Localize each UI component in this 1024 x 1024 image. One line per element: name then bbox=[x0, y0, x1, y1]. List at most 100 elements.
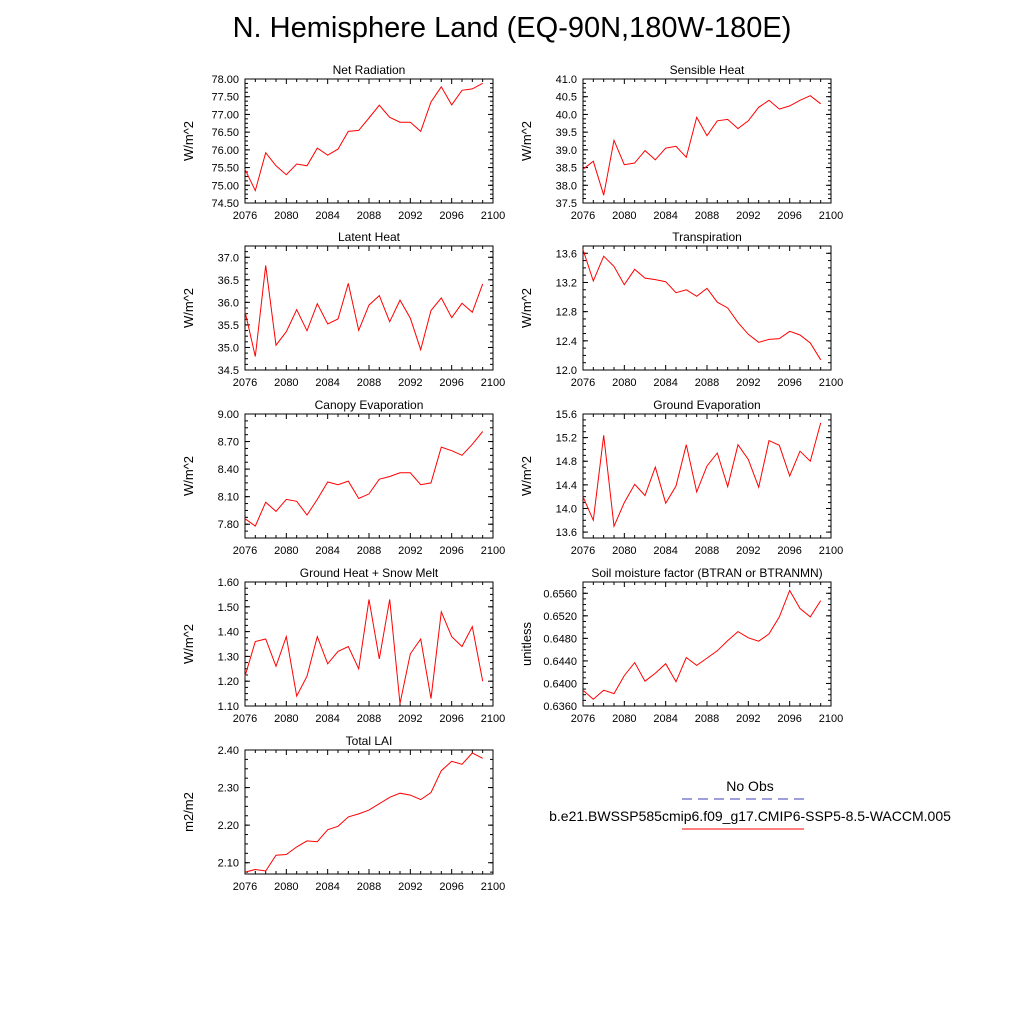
y-tick-label: 2.30 bbox=[218, 783, 239, 795]
x-tick-label: 2076 bbox=[233, 545, 257, 557]
x-tick-label: 2088 bbox=[357, 545, 381, 557]
x-tick-label: 2096 bbox=[777, 713, 801, 725]
y-axis-label: m2/m2 bbox=[181, 792, 196, 832]
x-tick-label: 2084 bbox=[315, 545, 339, 557]
x-tick-label: 2100 bbox=[819, 377, 843, 389]
y-tick-label: 14.8 bbox=[556, 456, 577, 468]
x-tick-label: 2092 bbox=[736, 210, 760, 222]
x-tick-label: 2088 bbox=[357, 210, 381, 222]
y-axis-label: W/m^2 bbox=[181, 624, 196, 664]
y-tick-label: 8.40 bbox=[218, 464, 239, 476]
y-tick-label: 74.50 bbox=[211, 198, 239, 210]
x-tick-label: 2084 bbox=[315, 713, 339, 725]
panel-frame bbox=[582, 581, 832, 707]
y-tick-label: 13.6 bbox=[556, 248, 577, 260]
x-tick-label: 2100 bbox=[481, 377, 505, 389]
x-tick-label: 2096 bbox=[439, 545, 463, 557]
x-tick-label: 2084 bbox=[653, 377, 677, 389]
y-tick-label: 0.6560 bbox=[543, 588, 577, 600]
x-tick-label: 2096 bbox=[439, 377, 463, 389]
y-tick-label: 12.8 bbox=[556, 307, 577, 319]
x-tick-label: 2088 bbox=[695, 545, 719, 557]
x-tick-label: 2080 bbox=[612, 377, 636, 389]
x-tick-label: 2088 bbox=[357, 377, 381, 389]
y-tick-label: 9.00 bbox=[218, 409, 239, 421]
x-tick-label: 2100 bbox=[819, 713, 843, 725]
series-line bbox=[244, 265, 484, 357]
series-line bbox=[244, 431, 484, 527]
panel-title: Ground Heat + Snow Melt bbox=[300, 566, 439, 580]
x-tick-label: 2088 bbox=[695, 377, 719, 389]
y-tick-label: 1.10 bbox=[218, 701, 239, 713]
y-tick-label: 76.50 bbox=[211, 127, 239, 139]
x-tick-label: 2084 bbox=[315, 377, 339, 389]
y-axis-label: W/m^2 bbox=[519, 456, 534, 496]
x-tick-label: 2092 bbox=[398, 881, 422, 893]
y-tick-label: 35.5 bbox=[218, 320, 239, 332]
y-tick-label: 13.2 bbox=[556, 277, 577, 289]
legend-model-label: b.e21.BWSSP585cmip6.f09_g17.CMIP6-SSP5-8… bbox=[549, 808, 951, 824]
y-axis-label: W/m^2 bbox=[519, 288, 534, 328]
y-tick-label: 40.5 bbox=[556, 92, 577, 104]
series-line bbox=[582, 422, 822, 529]
y-tick-label: 34.5 bbox=[218, 365, 239, 377]
x-tick-label: 2080 bbox=[612, 545, 636, 557]
x-tick-label: 2096 bbox=[439, 713, 463, 725]
y-tick-label: 2.40 bbox=[218, 745, 239, 757]
legend-obs-line bbox=[682, 798, 804, 800]
y-tick-label: 39.0 bbox=[556, 145, 577, 157]
y-tick-label: 75.50 bbox=[211, 163, 239, 175]
panel-title: Ground Evaporation bbox=[653, 398, 760, 412]
series-line bbox=[582, 249, 822, 361]
x-tick-label: 2076 bbox=[233, 881, 257, 893]
x-tick-label: 2100 bbox=[819, 210, 843, 222]
y-tick-label: 14.0 bbox=[556, 503, 577, 515]
x-tick-label: 2084 bbox=[653, 210, 677, 222]
x-tick-label: 2080 bbox=[612, 713, 636, 725]
y-tick-label: 0.6480 bbox=[543, 633, 577, 645]
y-tick-label: 8.70 bbox=[218, 437, 239, 449]
x-tick-label: 2092 bbox=[398, 377, 422, 389]
series-line bbox=[582, 589, 822, 700]
y-axis-label: unitless bbox=[519, 621, 534, 666]
series-line bbox=[244, 82, 483, 193]
legend-obs-label: No Obs bbox=[726, 778, 774, 794]
panel-title: Net Radiation bbox=[333, 63, 406, 77]
x-tick-label: 2084 bbox=[315, 881, 339, 893]
x-tick-label: 2084 bbox=[315, 210, 339, 222]
panel-frame bbox=[244, 245, 494, 371]
x-tick-label: 2092 bbox=[398, 713, 422, 725]
panel-title: Soil moisture factor (BTRAN or BTRANMN) bbox=[591, 566, 822, 580]
y-tick-label: 12.0 bbox=[556, 365, 577, 377]
x-tick-label: 2080 bbox=[274, 210, 298, 222]
legend-model-line bbox=[682, 828, 804, 830]
y-tick-label: 1.30 bbox=[218, 651, 239, 663]
x-tick-label: 2076 bbox=[571, 713, 595, 725]
x-tick-label: 2076 bbox=[233, 210, 257, 222]
panel-title: Transpiration bbox=[672, 230, 742, 244]
y-tick-label: 8.10 bbox=[218, 492, 239, 504]
x-tick-label: 2100 bbox=[481, 881, 505, 893]
y-tick-label: 1.50 bbox=[218, 602, 239, 614]
panel-frame bbox=[582, 245, 832, 371]
y-tick-label: 13.6 bbox=[556, 527, 577, 539]
panel-frame bbox=[244, 749, 494, 875]
panel-frame bbox=[244, 413, 494, 539]
y-axis-label: W/m^2 bbox=[181, 121, 196, 161]
x-tick-label: 2088 bbox=[695, 210, 719, 222]
y-tick-label: 77.00 bbox=[211, 109, 239, 121]
y-tick-label: 37.0 bbox=[218, 252, 239, 264]
y-tick-label: 36.0 bbox=[218, 297, 239, 309]
x-tick-label: 2092 bbox=[736, 545, 760, 557]
panel-frame bbox=[582, 78, 832, 204]
panel-title: Canopy Evaporation bbox=[315, 398, 424, 412]
x-tick-label: 2096 bbox=[439, 210, 463, 222]
y-tick-label: 0.6440 bbox=[543, 656, 577, 668]
x-tick-label: 2092 bbox=[736, 713, 760, 725]
x-tick-label: 2100 bbox=[481, 210, 505, 222]
y-tick-label: 40.0 bbox=[556, 109, 577, 121]
y-tick-label: 15.2 bbox=[556, 433, 577, 445]
x-tick-label: 2084 bbox=[653, 545, 677, 557]
x-tick-label: 2092 bbox=[736, 377, 760, 389]
